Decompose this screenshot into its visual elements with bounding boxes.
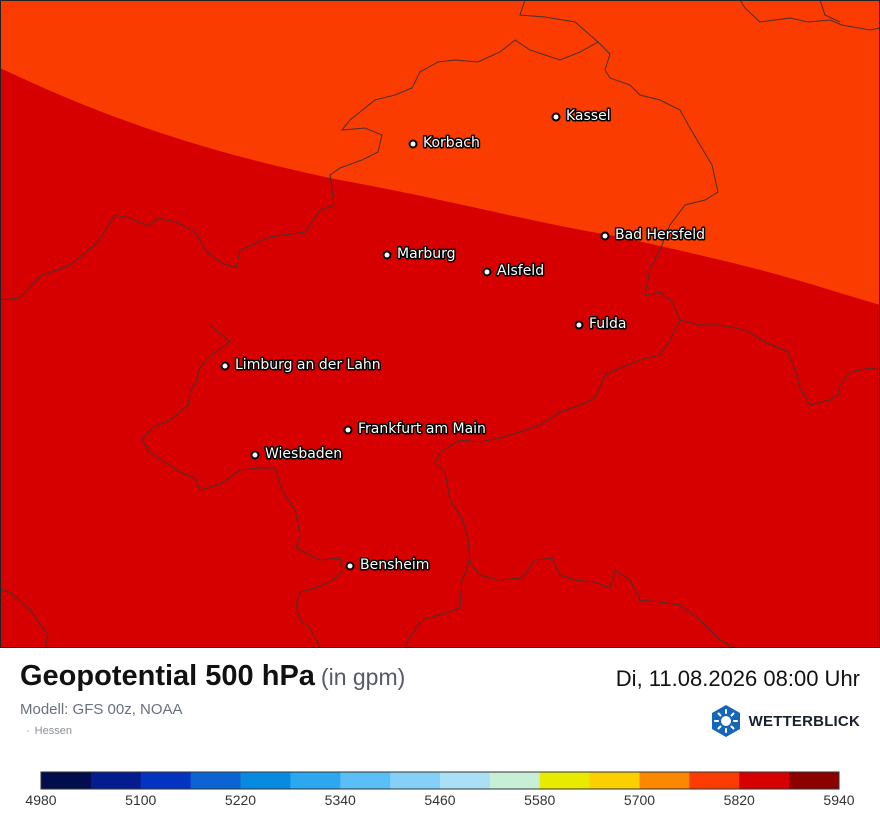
city-marker (551, 112, 561, 122)
color-swatch (539, 772, 591, 789)
region-label: · Hessen (26, 725, 72, 737)
city-label: Marburg (397, 246, 456, 262)
city-label: Bensheim (360, 557, 429, 573)
color-swatch (739, 772, 790, 789)
color-scale-tick-label: 5940 (823, 792, 854, 808)
city-label: Alsfeld (497, 263, 544, 279)
title-unit: (in gpm) (320, 664, 406, 690)
color-swatch (90, 772, 142, 789)
color-swatch (190, 772, 241, 789)
region-dot: · (26, 725, 30, 737)
legend-footer: Geopotential 500 hPa (in gpm) Di, 11.08.2… (0, 648, 880, 830)
color-scale-tick-label: 5220 (225, 792, 256, 808)
color-scale-canvas: 4980 5100 5220 5340 5460 5580 5700 5820 5940 (25, 771, 855, 808)
sun-logo-icon (711, 705, 740, 737)
region-name: Hessen (34, 725, 72, 737)
color-scale-ticks: 4980 5100 5220 5340 5460 5580 5700 5820 5940 (25, 792, 854, 808)
color-swatch (639, 772, 690, 789)
color-scale-tick-label: 5580 (524, 792, 555, 808)
city-marburg: Marburg (382, 245, 457, 264)
color-scale-tick-label: 5100 (125, 792, 156, 808)
color-scale: 4980 5100 5220 5340 5460 5580 5700 5820 5940 (0, 770, 880, 830)
brand-name: WETTERBLICK (748, 712, 860, 730)
color-scale-outline (40, 771, 840, 790)
color-scale-tick-label: 4980 (25, 792, 56, 808)
upper-band-area (0, 0, 880, 305)
color-swatch (489, 772, 541, 789)
color-swatch (140, 772, 192, 789)
forecast-datetime: Di, 11.08.2026 08:00 Uhr (615, 666, 860, 691)
color-scale-tick-label: 5340 (325, 792, 356, 808)
city-marker (343, 425, 353, 435)
color-scale-tick-label: 5820 (724, 792, 755, 808)
color-swatch (340, 772, 391, 789)
city-korbach: Korbach (408, 134, 481, 153)
color-scale-swatches (40, 771, 840, 790)
city-marker (482, 267, 492, 277)
city-label: Korbach (423, 135, 480, 151)
city-kassel: Kassel (551, 107, 612, 126)
color-scale-tick-label: 5700 (624, 792, 655, 808)
state-border-lines (0, 0, 880, 648)
title-text: Geopotential 500 hPa (20, 660, 315, 692)
city-label: Wiesbaden (265, 446, 342, 462)
color-swatch (440, 772, 491, 789)
chart-title: Geopotential 500 hPa (in gpm) (20, 660, 405, 693)
city-fulda: Fulda (574, 315, 628, 334)
color-swatch (240, 772, 291, 789)
color-swatch (789, 772, 840, 789)
city-marker (382, 250, 392, 260)
color-scale-tick-label: 5460 (424, 792, 455, 808)
city-marker (250, 450, 260, 460)
color-swatch (689, 772, 740, 789)
city-label: Frankfurt am Main (358, 421, 486, 437)
color-swatch (41, 772, 92, 789)
model-info: Modell: GFS 00z, NOAA (20, 701, 183, 718)
city-bad-hersfeld: Bad Hersfeld (600, 226, 707, 245)
city-frankfurt-am-main: Frankfurt am Main (343, 420, 487, 439)
color-swatch (290, 772, 341, 789)
color-swatch (589, 772, 640, 789)
city-label: Limburg an der Lahn (235, 357, 381, 373)
city-wiesbaden: Wiesbaden (250, 445, 344, 464)
city-markers: Kassel Korbach Bad Hersfeld Marburg Alsfeld F… (220, 107, 707, 575)
brand-logo: WETTERBLICK (709, 704, 860, 738)
city-alsfeld: Alsfeld (482, 262, 546, 281)
city-label: Fulda (589, 316, 627, 332)
map-canvas: Kassel Korbach Bad Hersfeld Marburg Alsfeld F… (0, 0, 880, 648)
city-marker (345, 561, 355, 571)
city-label: Bad Hersfeld (615, 227, 705, 243)
city-marker (220, 361, 230, 371)
city-marker (600, 231, 610, 241)
city-bensheim: Bensheim (345, 556, 431, 575)
city-label: Kassel (566, 108, 611, 124)
city-marker (408, 139, 418, 149)
color-swatch (390, 772, 441, 789)
city-limburg-an-der-lahn: Limburg an der Lahn (220, 356, 382, 375)
weather-map: Kassel Korbach Bad Hersfeld Marburg Alsfeld F… (0, 0, 880, 648)
city-marker (574, 320, 584, 330)
